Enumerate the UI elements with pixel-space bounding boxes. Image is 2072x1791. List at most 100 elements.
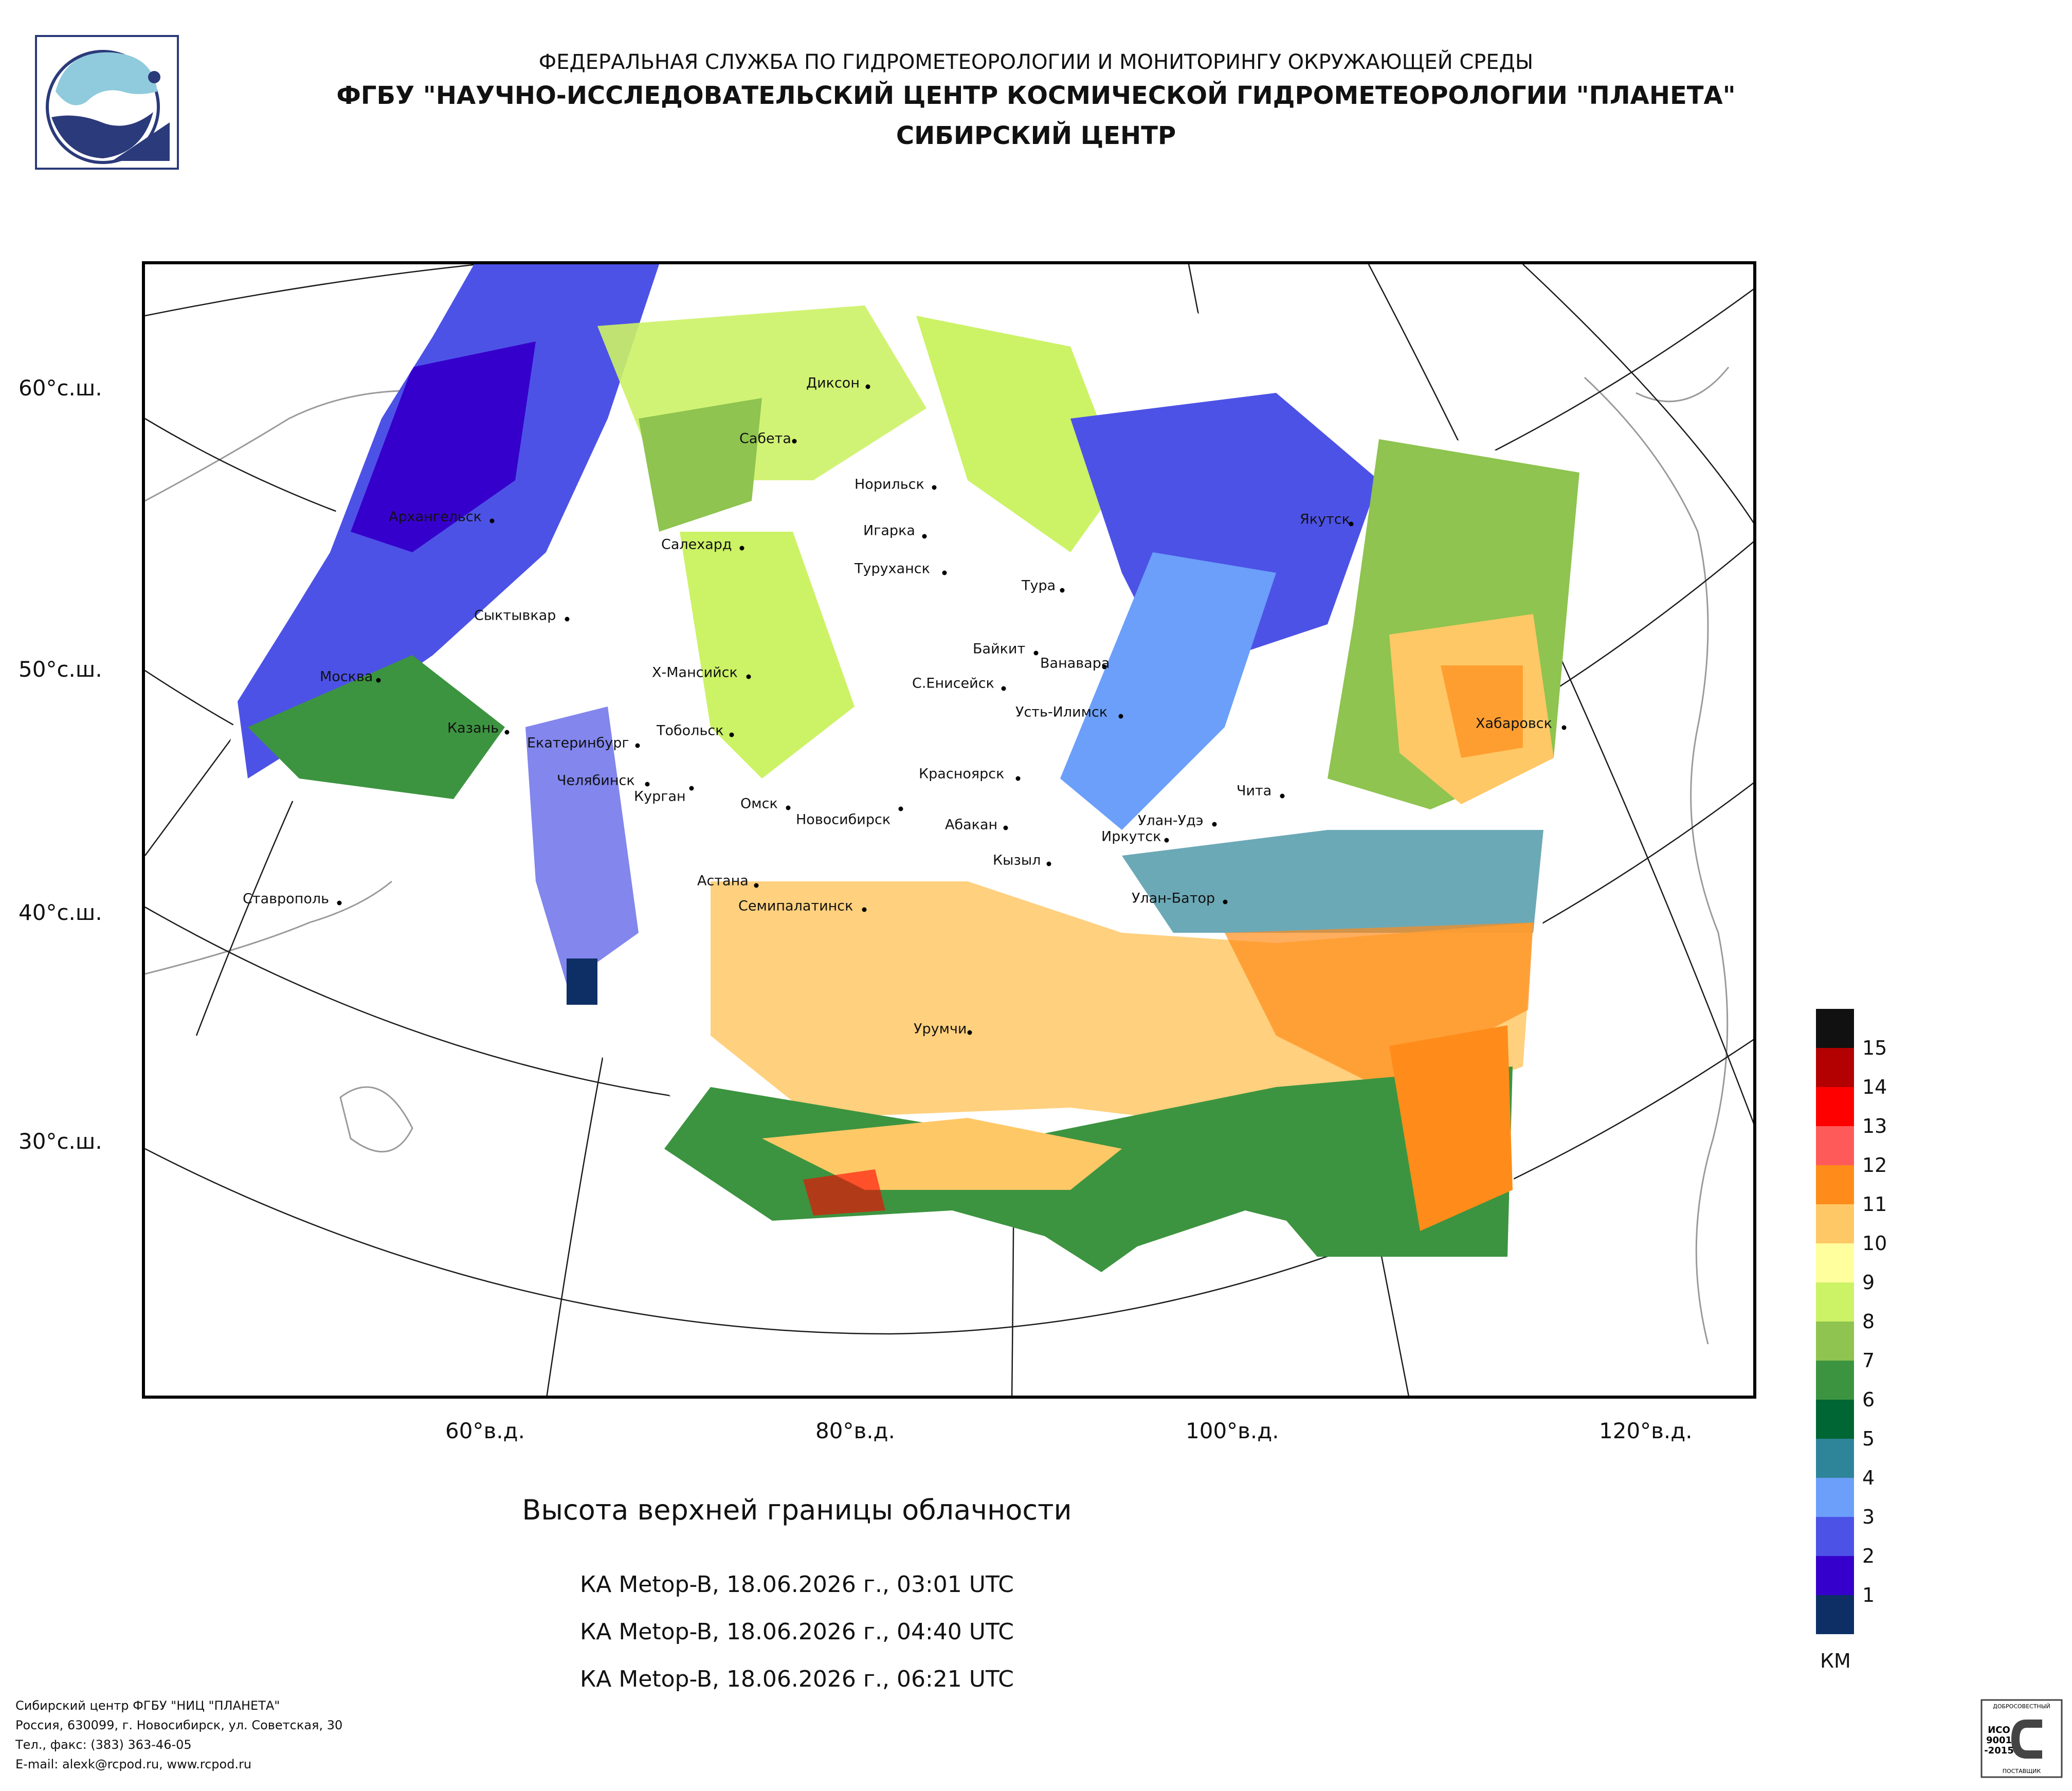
legend-swatch [1816, 1595, 1854, 1634]
legend-level-label: 4 [1862, 1467, 1875, 1489]
city-stavropol: Ставрополь [243, 891, 330, 907]
city-krasnoyarsk: Красноярск [919, 766, 1005, 782]
iso-badge-l2: 9001 [1986, 1735, 2012, 1746]
legend-swatch [1816, 1361, 1854, 1400]
city-dikson: Диксон [806, 375, 860, 391]
cloud-top-height-map [142, 261, 1756, 1399]
city-marker [1164, 838, 1169, 843]
iso-badge-l1: ИСО [1988, 1725, 2010, 1735]
lat-label-40: 40°с.ш. [19, 900, 102, 925]
city-marker [635, 743, 640, 748]
legend-unit: КМ [1820, 1650, 1851, 1672]
lon-label-100: 100°в.д. [1186, 1418, 1279, 1443]
city-marker [337, 900, 342, 906]
center-name: СИБИРСКИЙ ЦЕНТР [896, 121, 1176, 150]
city-marker [1015, 776, 1021, 781]
footer-email: E-mail: alexk@rcpod.ru, www.rcpod.ru [15, 1757, 252, 1771]
legend-level-label: 6 [1862, 1388, 1875, 1411]
lat-label-50: 50°с.ш. [19, 657, 102, 682]
city-ulan-ude: Улан-Удэ [1138, 812, 1204, 829]
satellite-pass-1: КА Metop-B, 18.06.2026 г., 03:01 UTC [580, 1571, 1014, 1598]
city-yakutsk: Якутск [1300, 511, 1350, 528]
legend-level-label: 11 [1862, 1193, 1887, 1216]
city-marker [1118, 714, 1123, 719]
map-canvas [145, 264, 1753, 1396]
legend-level-label: 2 [1862, 1545, 1875, 1567]
satellite-pass-3: КА Metop-B, 18.06.2026 г., 06:21 UTC [580, 1666, 1014, 1692]
city-marker [898, 806, 903, 811]
lat-label-60: 60°с.ш. [19, 375, 102, 401]
city-marker [1280, 793, 1285, 799]
city-moskva: Москва [320, 668, 373, 685]
city-chita: Чита [1237, 783, 1272, 799]
agency-name: ФЕДЕРАЛЬНАЯ СЛУЖБА ПО ГИДРОМЕТЕОРОЛОГИИ … [538, 50, 1534, 74]
legend-level-label: 9 [1862, 1271, 1875, 1294]
city-marker [1561, 725, 1567, 730]
city-kh-mansiysk: Х-Мансийск [652, 664, 738, 681]
legend-swatch [1816, 1439, 1854, 1478]
city-kurgan: Курган [634, 788, 686, 805]
legend-swatch [1816, 1400, 1854, 1439]
city-chelyabinsk: Челябинск [557, 772, 635, 789]
city-marker [746, 674, 751, 679]
city-semipalatinsk: Семипалатинск [738, 898, 853, 914]
legend-level-label: 1 [1862, 1584, 1875, 1606]
city-marker [645, 782, 650, 787]
legend-level-label: 14 [1862, 1076, 1887, 1098]
city-vanavara: Ванавара [1040, 655, 1110, 672]
city-marker [786, 805, 791, 810]
legend-level-label: 3 [1862, 1506, 1875, 1528]
legend-swatch [1816, 1322, 1854, 1361]
city-marker [754, 883, 759, 888]
city-marker [565, 617, 570, 622]
city-urumchi: Урумчи [914, 1021, 967, 1037]
footer-org: Сибирский центр ФГБУ "НИЦ "ПЛАНЕТА" [15, 1698, 280, 1713]
legend-level-label: 13 [1862, 1115, 1887, 1137]
city-marker [739, 546, 744, 551]
city-s-eniseysk: С.Енисейск [912, 675, 994, 692]
iso-badge-top: ДОБРОСОВЕСТНЫЙ [1993, 1703, 2050, 1710]
city-khabarovsk: Хабаровск [1476, 715, 1552, 732]
legend-level-label: 8 [1862, 1310, 1875, 1333]
legend-swatch [1816, 1517, 1854, 1556]
city-syktyvkar: Сыктывкар [474, 607, 556, 624]
city-marker [1212, 822, 1217, 827]
lat-label-30: 30°с.ш. [19, 1129, 102, 1154]
legend-level-label: 5 [1862, 1427, 1875, 1450]
city-marker [689, 786, 694, 791]
city-ust-ilimsk: Усть-Илимск [1015, 704, 1108, 720]
city-marker [862, 907, 867, 912]
city-marker [932, 485, 937, 490]
city-irkutsk: Иркутск [1101, 828, 1161, 845]
planeta-logo [35, 35, 179, 170]
city-omsk: Омск [740, 795, 778, 812]
city-kazan: Казань [447, 720, 499, 736]
lon-label-80: 80°в.д. [815, 1418, 895, 1443]
city-marker [922, 534, 927, 539]
legend-swatch [1816, 1048, 1854, 1087]
city-marker [1349, 521, 1354, 527]
city-ekaterinburg: Екатеринбург [527, 735, 629, 751]
legend-swatch [1816, 1204, 1854, 1243]
legend-swatch [1816, 1282, 1854, 1322]
city-marker [967, 1030, 972, 1035]
city-ulan-bator: Улан-Батор [1132, 890, 1215, 907]
city-marker [1223, 899, 1228, 904]
city-marker [1033, 650, 1039, 656]
city-marker [1102, 664, 1107, 670]
city-marker [942, 570, 947, 575]
city-tura: Тура [1022, 577, 1056, 594]
legend-swatch [1816, 1165, 1854, 1204]
legend-swatch [1816, 1478, 1854, 1517]
city-salekhard: Салехард [661, 536, 732, 553]
city-turukhansk: Туруханск [855, 560, 930, 577]
city-arkhangelsk: Архангельск [389, 509, 482, 525]
footer-phone: Тел., факс: (383) 363-46-05 [15, 1738, 192, 1752]
city-norilsk: Норильск [855, 476, 924, 493]
city-igarka: Игарка [863, 522, 915, 539]
city-marker [865, 384, 870, 389]
city-baykit: Байкит [973, 641, 1026, 657]
city-marker [376, 678, 381, 683]
city-marker [504, 730, 510, 735]
city-novosibirsk: Новосибирск [796, 811, 891, 828]
